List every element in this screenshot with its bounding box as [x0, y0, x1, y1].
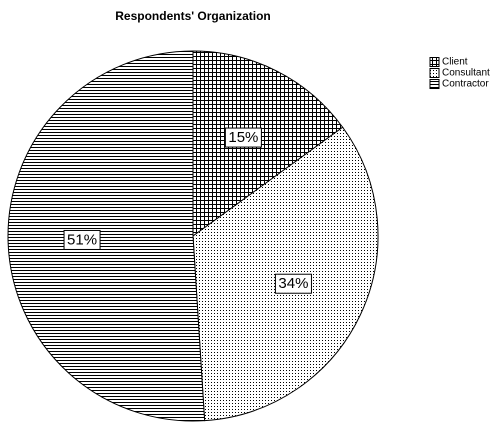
data-label-box	[274, 273, 312, 294]
data-label: 15%	[228, 129, 258, 146]
chart-title: Respondents' Organization	[115, 9, 271, 23]
data-label-box	[224, 127, 262, 148]
legend-label: Client	[442, 57, 468, 68]
data-label-box	[63, 229, 101, 250]
pie-slice	[192, 50, 344, 237]
legend-swatch	[429, 79, 440, 89]
data-label: 51%	[67, 231, 97, 248]
legend-label: Consultant	[442, 68, 490, 79]
data-label: 34%	[278, 275, 308, 292]
pie-slice	[7, 50, 206, 422]
legend-swatch	[429, 57, 440, 67]
legend-label: Contractor	[442, 79, 489, 90]
legend-swatch	[429, 68, 440, 78]
